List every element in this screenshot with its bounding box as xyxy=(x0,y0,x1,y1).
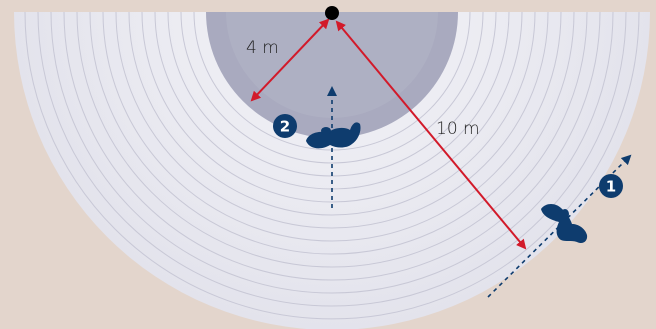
ring-line xyxy=(76,11,588,268)
swimmer-icon-two xyxy=(306,122,361,149)
ring-line xyxy=(37,11,627,307)
direction-arrow-one xyxy=(487,154,632,298)
ring-line xyxy=(50,11,614,294)
badge-one-label: 1 xyxy=(606,178,616,196)
outer-distance-label: 10 m xyxy=(436,119,480,139)
ring-line xyxy=(102,11,562,242)
badge-two: 2 xyxy=(273,114,297,138)
badge-two-label: 2 xyxy=(280,118,290,136)
swimmer-icon-one xyxy=(541,204,588,244)
pivot-dot xyxy=(325,6,339,20)
badge-one: 1 xyxy=(599,174,623,198)
inner-distance-label: 4 m xyxy=(246,38,279,58)
ring-line xyxy=(24,11,640,320)
ring-line xyxy=(89,11,575,255)
outer-distance-line xyxy=(335,20,527,250)
inner-distance-line xyxy=(250,18,330,102)
ring-line xyxy=(63,11,601,281)
